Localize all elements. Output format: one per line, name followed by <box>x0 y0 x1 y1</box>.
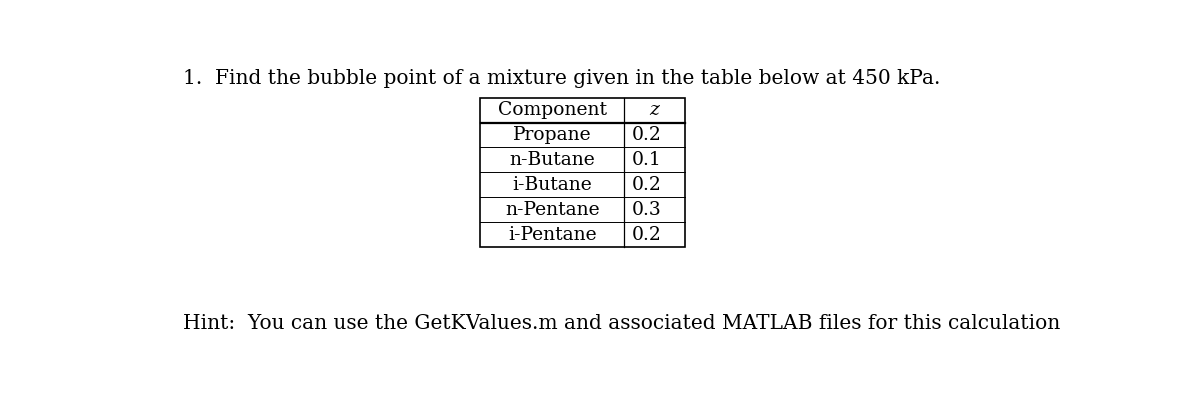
Text: n-Pentane: n-Pentane <box>505 201 600 219</box>
Text: 0.2: 0.2 <box>631 176 661 194</box>
Text: 0.1: 0.1 <box>631 151 661 169</box>
Text: Hint:  You can use the GetKValues.m and associated MATLAB files for this calcula: Hint: You can use the GetKValues.m and a… <box>182 314 1060 333</box>
Text: Component: Component <box>498 101 607 119</box>
Text: 0.3: 0.3 <box>631 201 661 219</box>
Text: z: z <box>649 101 660 119</box>
Text: Propane: Propane <box>512 126 592 144</box>
Bar <box>480 98 685 247</box>
Text: i-Butane: i-Butane <box>512 176 592 194</box>
Text: 0.2: 0.2 <box>631 226 661 244</box>
Text: 0.2: 0.2 <box>631 126 661 144</box>
Text: 1.  Find the bubble point of a mixture given in the table below at 450 kPa.: 1. Find the bubble point of a mixture gi… <box>182 69 940 88</box>
Text: n-Butane: n-Butane <box>509 151 595 169</box>
Text: i-Pentane: i-Pentane <box>508 226 596 244</box>
